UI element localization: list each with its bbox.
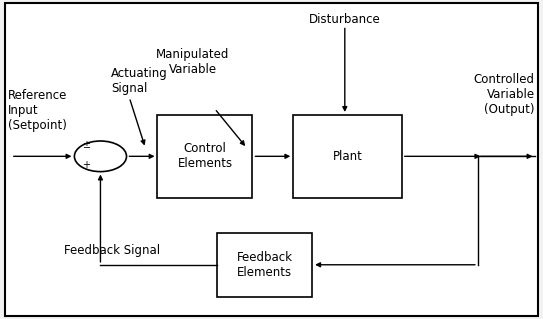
Text: Controlled
Variable
(Output): Controlled Variable (Output) <box>474 73 535 116</box>
Text: Feedback
Elements: Feedback Elements <box>237 251 293 279</box>
Text: Manipulated
Variable: Manipulated Variable <box>156 48 230 76</box>
Bar <box>217 233 312 297</box>
Text: Control
Elements: Control Elements <box>178 142 232 170</box>
Text: Feedback Signal: Feedback Signal <box>64 244 160 257</box>
Text: Actuating
Signal: Actuating Signal <box>111 67 168 95</box>
Text: ±: ± <box>82 140 90 150</box>
Bar <box>293 115 402 198</box>
Text: Disturbance: Disturbance <box>309 13 381 26</box>
Circle shape <box>74 141 127 172</box>
Text: Reference
Input
(Setpoint): Reference Input (Setpoint) <box>8 89 67 132</box>
Bar <box>157 115 252 198</box>
Text: +: + <box>82 160 90 170</box>
Text: Plant: Plant <box>332 150 363 163</box>
